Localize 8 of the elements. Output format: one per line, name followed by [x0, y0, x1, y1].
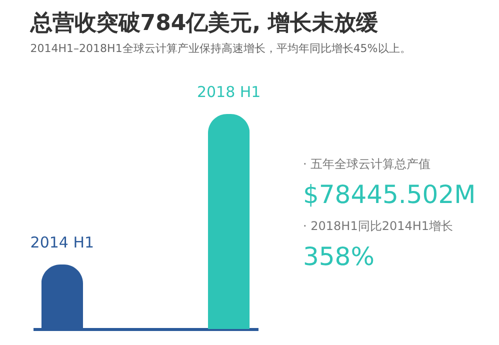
text: · 五年全球云计算总产值	[303, 157, 431, 171]
x-tick-label: 2014 H1	[30, 234, 94, 252]
chart-subtitle: 2014H1–2018H1全球云计算产业保持高速增长，平均年同比增长45%以上。	[30, 42, 411, 55]
text: · 2018H1同比2014H1增长	[303, 219, 454, 233]
chart-title: 总营收突破784亿美元, 增长未放缓	[29, 10, 378, 36]
x-tick-label: 2018 H1	[196, 83, 261, 101]
text: $78445.502M	[303, 180, 476, 209]
text: 358%	[303, 242, 374, 271]
